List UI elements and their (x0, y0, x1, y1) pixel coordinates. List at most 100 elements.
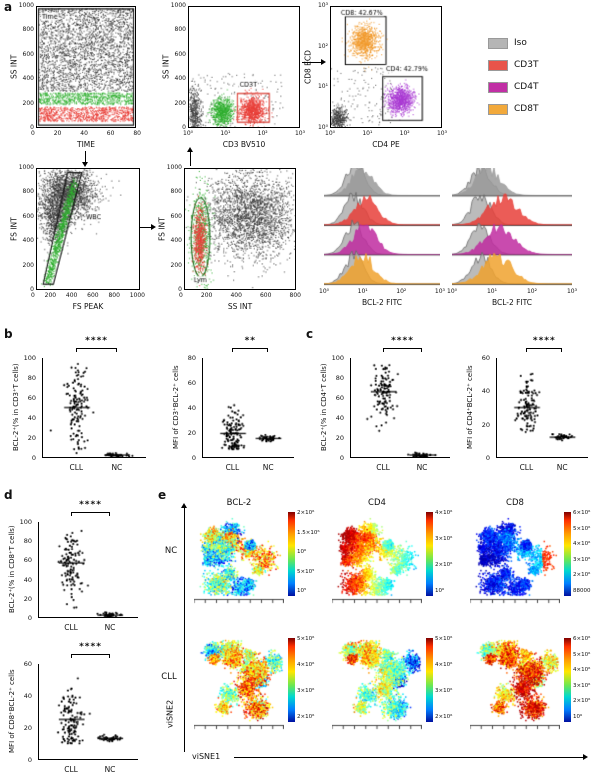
tick-label: 10⁰ (325, 130, 336, 137)
visne2-axis-label: viSNE2 (165, 699, 175, 729)
tick-label: 10¹ (357, 288, 368, 295)
p-time-xlabel: TIME (76, 140, 95, 149)
p-lym-xlabel: SS INT (227, 302, 253, 311)
tick-label: 800 (174, 26, 186, 34)
visne-canvas-nc_bcl2 (194, 512, 284, 604)
dp-b1-ylabel: BCL-2⁺(% in CD3⁺T cells) (12, 363, 20, 451)
tick-label: 800 (289, 292, 301, 299)
p-cd48-canvas (330, 6, 442, 128)
colorbar-tick-label: 4×10⁶ (435, 510, 453, 516)
tick-label: 600 (22, 212, 34, 220)
p-time-yticks: 1000 800 600 400 200 0 (19, 3, 34, 131)
colorbar-tick-label: 4×10⁶ (435, 662, 453, 668)
tick-label: 10² (257, 130, 268, 137)
tick-label: 40 (187, 404, 196, 412)
dp-d1-canvas (38, 522, 138, 618)
tick-label: 80 (23, 537, 32, 546)
arrowhead-right-icon (583, 754, 588, 760)
legend-item-cd3t: CD3T (488, 58, 578, 72)
p-cd48-yticks: 10³ 10² 10¹ 10⁰ (314, 3, 328, 131)
significance-stars: **** (85, 336, 108, 346)
category-label: CLL (69, 463, 84, 472)
tick-label: 20 (23, 594, 32, 603)
tick-label: 10² (396, 288, 407, 295)
tick-label: 10¹ (362, 130, 373, 137)
legend-swatch (488, 103, 508, 115)
significance-stars: **** (79, 500, 102, 510)
p-wbc-ylabel: FS INT (9, 217, 19, 241)
tick-label: 1000 (166, 164, 182, 171)
arrowhead-up-icon (187, 147, 193, 152)
p-cd3-xticks: 10⁰ 10¹ 10² 10³ (183, 131, 305, 139)
legend-label: CD4T (514, 82, 539, 92)
p-histL-xlabel: BCL-2 FITC (361, 298, 403, 307)
p-lym-xticks: 0 200 400 600 800 (179, 293, 301, 301)
tick-label: 10³ (294, 130, 305, 137)
p-histR-xticks: 10⁰ 10¹ 10² 10³ (447, 289, 577, 297)
significance-bracket (71, 654, 110, 658)
dp-d2-ylabel: MFI of CD8⁺BCL-2⁺ cells (8, 669, 16, 753)
tick-label: 200 (174, 99, 186, 107)
tick-label: 0 (30, 123, 34, 131)
tick-label: 20 (481, 420, 490, 429)
tick-label: 20 (187, 429, 196, 437)
colorbar-tick-label: 10⁶ (435, 588, 445, 594)
colorbar-tick-label: 2×10⁶ (297, 714, 315, 720)
colorbar-tick-label: 2×10⁶ (297, 510, 315, 516)
colorbar-tick-label: 88000 (573, 588, 591, 594)
tick-label: 40 (481, 387, 490, 396)
tick-label: 10⁰ (319, 288, 330, 295)
tick-label: 10³ (317, 2, 328, 9)
p-cd48-xticks: 10⁰ 10¹ 10² 10³ (325, 131, 447, 139)
tick-label: 10³ (566, 288, 577, 295)
tick-label: 600 (170, 212, 182, 220)
category-label: CLL (225, 463, 240, 472)
significance-stars: **** (79, 642, 102, 652)
p-time-ylabel: SS INT (9, 54, 19, 80)
colorbar-tick-label: 10⁶ (297, 549, 307, 555)
visne1-axis-label: viSNE1 (192, 752, 221, 761)
colorbar-tick-label: 5×10⁶ (435, 636, 453, 642)
flow-arrow-cd3-to-cd48 (302, 62, 322, 64)
colorbar-tick-label: 6×10⁶ (573, 510, 591, 516)
tick-label: 200 (170, 261, 182, 269)
p-histL-canvas (324, 168, 440, 286)
category-label: NC (104, 765, 116, 774)
visne-canvas-cll_cd8 (470, 638, 560, 730)
tick-label: 80 (335, 374, 344, 382)
tick-label: 60 (335, 394, 344, 402)
tick-label: 10² (526, 288, 538, 295)
colorbar-tick-label: 5×10⁶ (573, 651, 591, 658)
p-cd48-xlabel: CD4 PE (372, 140, 400, 149)
colorbar-tick-label: 10⁵ (297, 588, 307, 594)
dp-b2-canvas (202, 358, 294, 458)
p-lym-canvas (184, 168, 296, 290)
tick-label: 60 (106, 130, 115, 137)
dp-b1-canvas (42, 358, 146, 458)
category-label: CLL (64, 765, 78, 774)
visne-col-title-bcl2: BCL-2 (226, 498, 252, 508)
colorbar-tick-label: 6×10⁶ (573, 636, 591, 642)
tick-label: 800 (22, 26, 34, 34)
tick-label: 600 (174, 50, 186, 58)
tick-label: 0 (27, 756, 32, 764)
colorbar-cll_cd4 (426, 638, 433, 722)
category-label: NC (104, 623, 116, 632)
significance-bracket (526, 348, 563, 352)
p-wbc-yticks: 1000 800 600 400 200 0 (19, 165, 34, 293)
colorbar-tick-label: 5×10⁶ (573, 525, 591, 532)
panel-label-a: a (4, 0, 13, 14)
tick-label: 200 (22, 261, 34, 269)
p-histR-xlabel: BCL-2 FITC (491, 298, 533, 307)
tick-label: 400 (170, 237, 182, 245)
colorbar-tick-label: 3×10⁶ (435, 688, 453, 694)
significance-bracket (383, 348, 422, 352)
tick-label: 10³ (434, 288, 445, 295)
tick-label: 80 (133, 130, 141, 137)
colorbar-tick-label: 4×10⁶ (573, 667, 591, 674)
arrowhead-right-icon (151, 224, 156, 230)
tick-label: 0 (27, 614, 32, 622)
visne-canvas-cll_cd4 (332, 638, 422, 730)
colorbar-cll_bcl2 (288, 638, 295, 722)
significance-bracket (232, 348, 269, 352)
